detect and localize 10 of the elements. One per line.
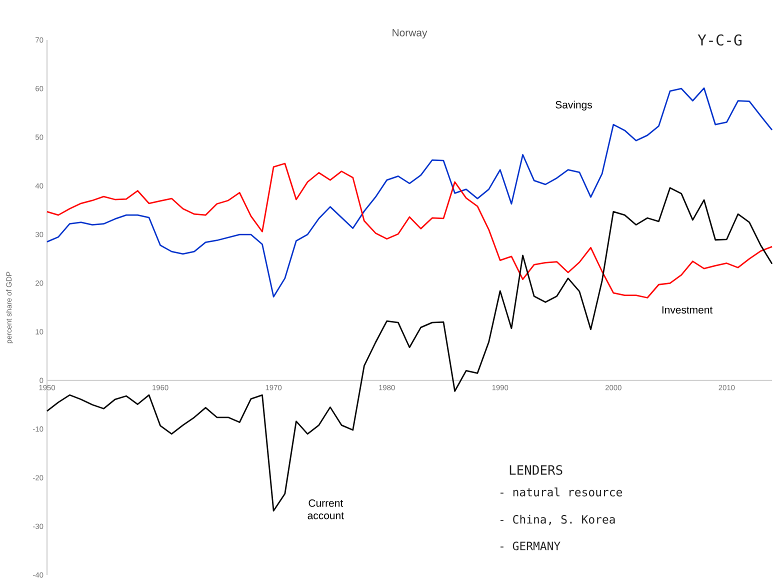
chart-title: Norway <box>392 29 428 38</box>
line-series <box>46 162 773 298</box>
annotation: - China, S. Korea <box>500 514 615 526</box>
text: Current account <box>308 499 344 520</box>
annotation: - natural resource <box>500 488 622 496</box>
series-label: Investment <box>662 306 713 314</box>
annotation: Y-C-G <box>698 34 742 46</box>
text: Savings <box>556 100 592 111</box>
annotation: LENDERS <box>510 465 562 475</box>
annotation: - GERMANY <box>500 542 560 550</box>
